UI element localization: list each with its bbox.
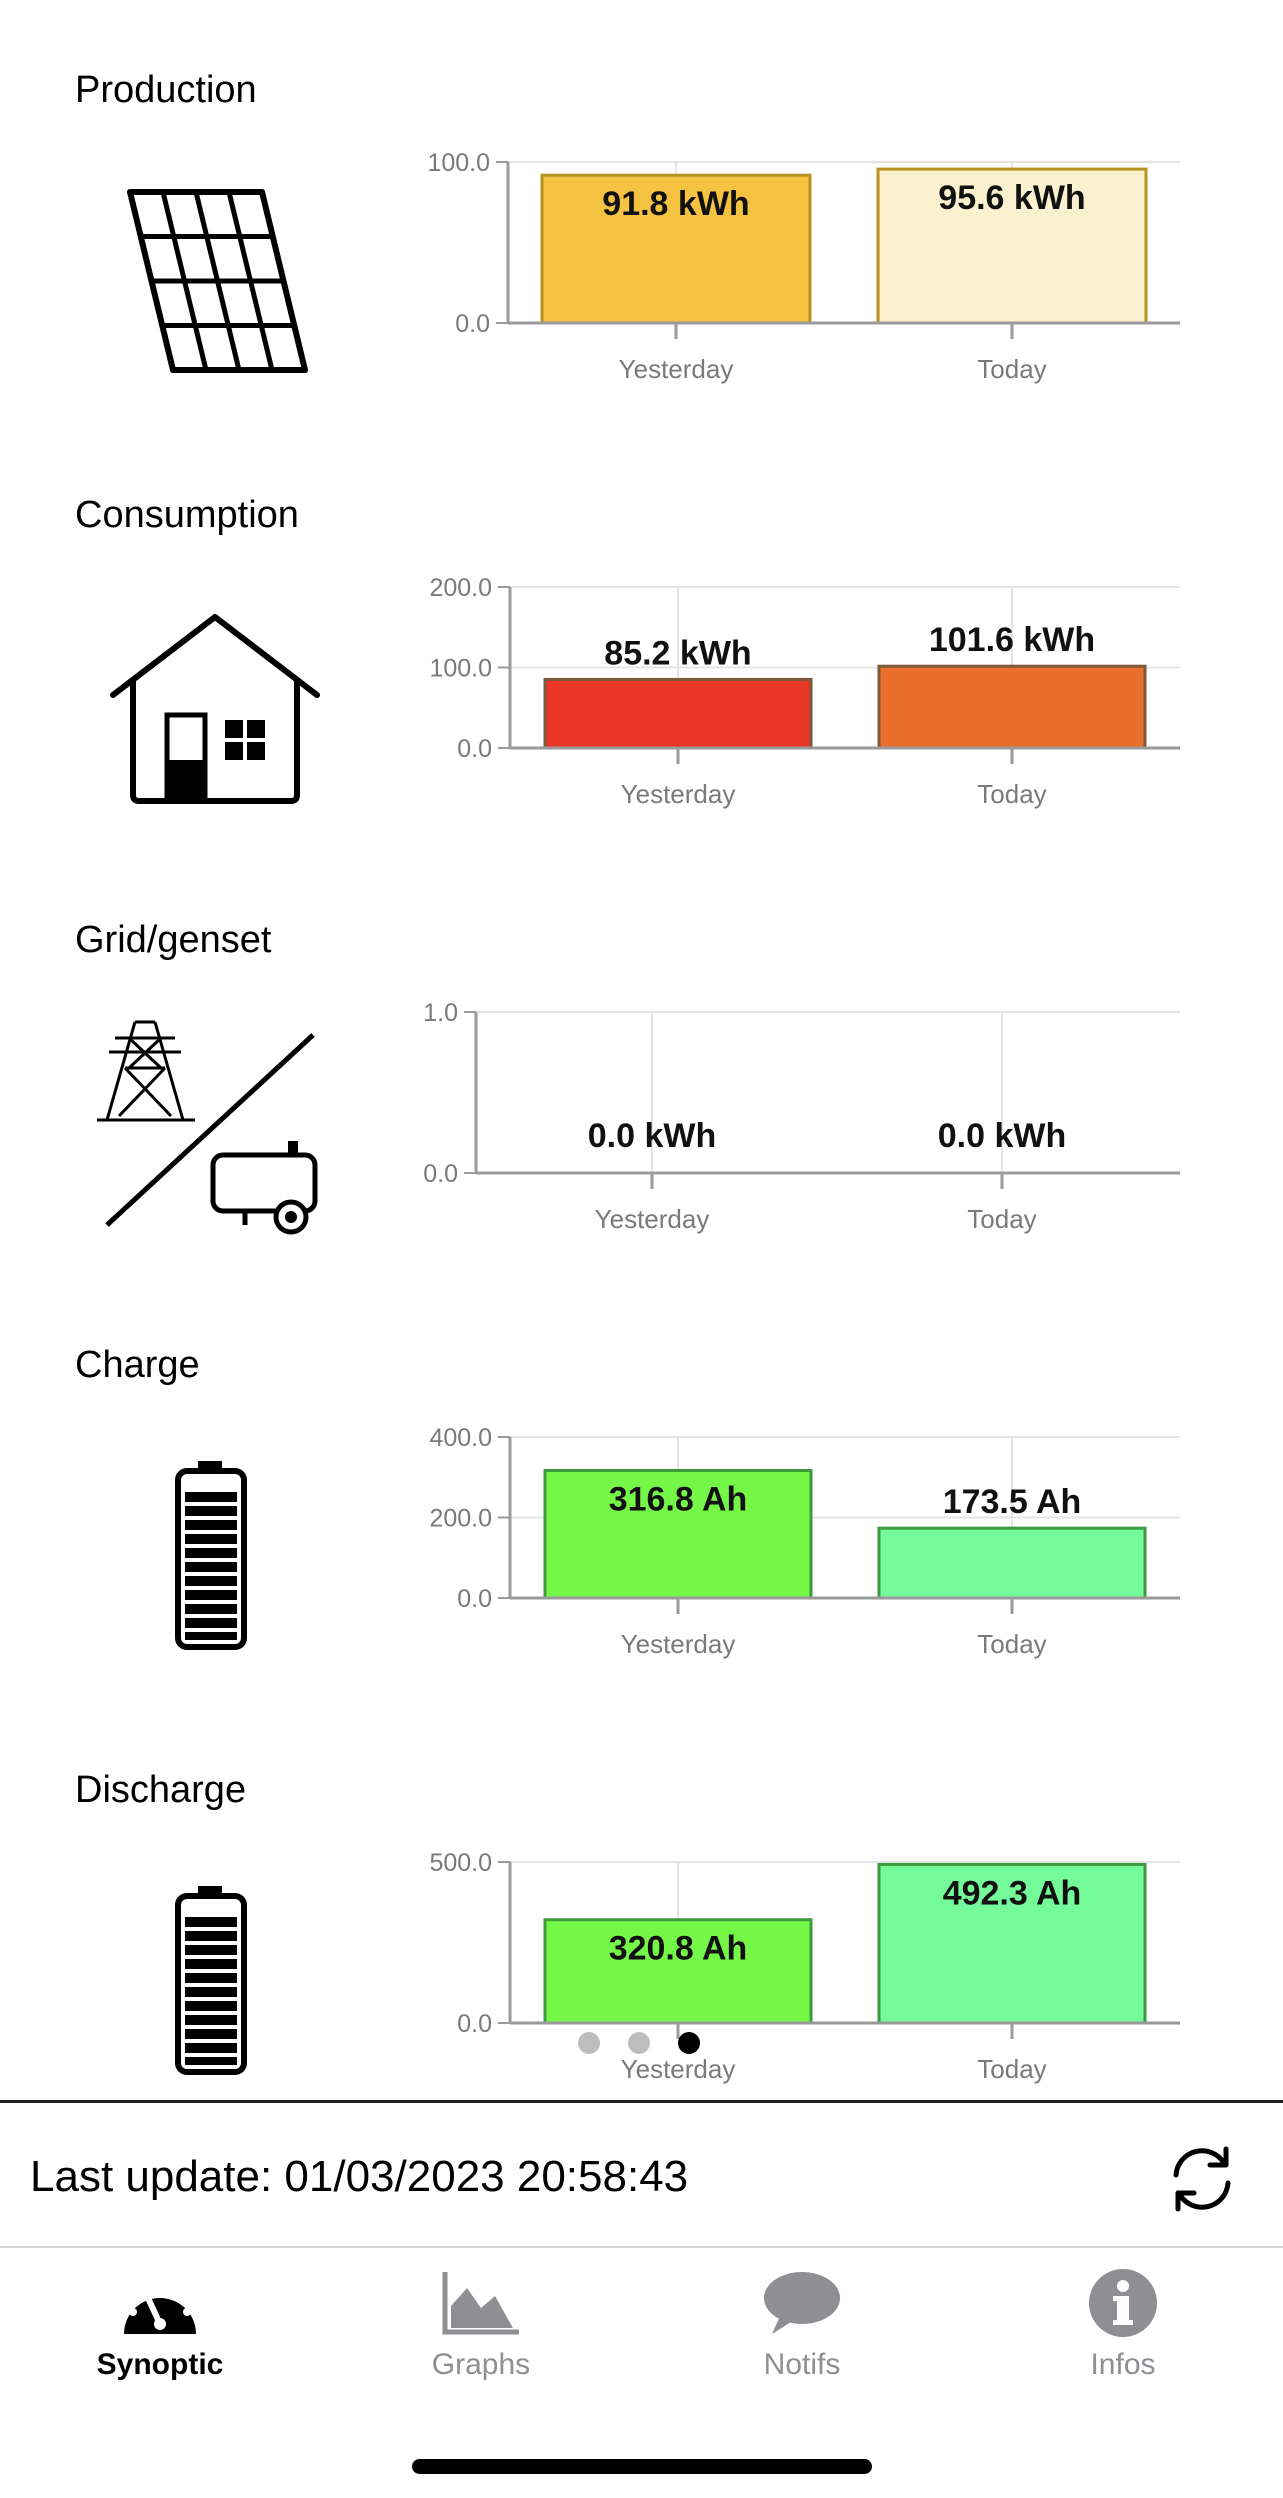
solar-panel-icon xyxy=(95,170,345,390)
tab-label: Infos xyxy=(1090,2348,1156,2381)
last-update-text: Last update: 01/03/2023 20:58:43 xyxy=(30,2152,689,2201)
x-tick-label: Yesterday xyxy=(621,779,736,809)
data-label: 316.8 Ah xyxy=(609,1480,748,1518)
y-tick-label: 500.0 xyxy=(429,1849,492,1877)
bar-chart-svg: 0.0 1.0 0.0 kWh Yesterday 0.0 kWh Today xyxy=(423,999,1180,1234)
discharge-chart: 0.0 500.0 320.8 Ah Yesterday 492.3 Ah Today xyxy=(380,1840,1200,2100)
x-tick-label: Today xyxy=(977,354,1046,384)
info-icon xyxy=(1089,2269,1157,2337)
tab-bar: Synoptic Graphs Notifs Infos xyxy=(0,2248,1283,2498)
tab-infos[interactable]: Infos xyxy=(1003,2268,1243,2418)
synoptic-scroll-area[interactable]: Production 0.0 100.0 91.8 kWh Yesterday 95.6… xyxy=(0,0,1283,2100)
page-indicator[interactable] xyxy=(578,2032,718,2062)
data-label: 0.0 kWh xyxy=(588,1117,716,1155)
tab-graphs[interactable]: Graphs xyxy=(361,2268,601,2418)
grid-genset-chart: 0.0 1.0 0.0 kWh Yesterday 0.0 kWh Today xyxy=(380,990,1200,1250)
section-charge: Charge 0.0 200.0 xyxy=(0,1275,1283,1700)
consumption-chart: 0.0 100.0 200.0 85.2 kWh Yesterday 101.6 kWh T… xyxy=(380,565,1200,825)
refresh-icon xyxy=(1173,2146,1231,2212)
x-tick-label: Yesterday xyxy=(621,2054,736,2084)
bar-today xyxy=(877,664,1147,750)
data-label: 492.3 Ah xyxy=(943,1874,1082,1912)
grid-genset-icon xyxy=(95,1020,345,1240)
data-label: 95.6 kWh xyxy=(938,179,1085,217)
y-tick-label: 0.0 xyxy=(423,1160,458,1188)
tab-label: Synoptic xyxy=(96,2348,224,2381)
production-chart: 0.0 100.0 91.8 kWh Yesterday 95.6 kWh Today xyxy=(380,140,1200,400)
y-tick-label: 200.0 xyxy=(429,574,492,602)
area-chart-icon xyxy=(442,2272,519,2335)
data-label: 101.6 kWh xyxy=(929,621,1095,659)
section-title: Production xyxy=(75,69,257,111)
section-title: Discharge xyxy=(75,1769,247,1811)
x-tick-label: Today xyxy=(977,2054,1046,2084)
bar-today xyxy=(877,1526,1147,1600)
y-tick-label: 0.0 xyxy=(457,1585,492,1613)
speech-bubble-icon xyxy=(764,2272,840,2334)
page-dot[interactable] xyxy=(578,2032,600,2054)
y-tick-label: 100.0 xyxy=(429,655,492,683)
x-tick-label: Today xyxy=(977,779,1046,809)
refresh-button[interactable] xyxy=(1164,2141,1240,2217)
bar-yesterday xyxy=(543,1468,813,1600)
tab-synoptic[interactable]: Synoptic xyxy=(40,2268,280,2418)
tab-label: Notifs xyxy=(763,2348,841,2381)
y-tick-label: 200.0 xyxy=(429,1505,492,1533)
y-tick-label: 0.0 xyxy=(457,2010,492,2038)
y-tick-label: 400.0 xyxy=(429,1424,492,1452)
y-tick-label: 0.0 xyxy=(457,735,492,763)
home-indicator xyxy=(412,2459,872,2474)
y-tick-label: 0.0 xyxy=(455,310,490,338)
house-icon xyxy=(95,595,345,815)
bar-chart-svg: 0.0 100.0 200.0 85.2 kWh Yesterday 101.6 kWh T… xyxy=(429,574,1180,809)
page-dot-active[interactable] xyxy=(678,2032,700,2054)
bar-yesterday xyxy=(543,677,813,750)
bar-chart-svg: 0.0 100.0 91.8 kWh Yesterday 95.6 kWh Today xyxy=(427,149,1180,384)
status-bar: Last update: 01/03/2023 20:58:43 xyxy=(0,2100,1283,2248)
bar-today xyxy=(877,1862,1147,2025)
x-tick-label: Yesterday xyxy=(621,1629,736,1659)
x-tick-label: Today xyxy=(967,1204,1036,1234)
x-tick-label: Yesterday xyxy=(595,1204,710,1234)
data-label: 91.8 kWh xyxy=(602,185,749,223)
gauge-icon xyxy=(124,2282,196,2334)
data-label: 0.0 kWh xyxy=(938,1117,1066,1155)
battery-icon xyxy=(95,1870,345,2090)
y-tick-label: 100.0 xyxy=(427,149,490,177)
tab-label: Graphs xyxy=(431,2348,531,2381)
charge-chart: 0.0 200.0 400.0 316.8 Ah Yesterday 173.5 Ah To… xyxy=(380,1415,1200,1675)
battery-icon xyxy=(95,1445,345,1665)
section-consumption: Consumption 0.0 100.0 200.0 85.2 kWh Yesterd… xyxy=(0,425,1283,850)
bar-chart-svg: 0.0 500.0 320.8 Ah Yesterday 492.3 Ah Today xyxy=(429,1849,1180,2084)
bar-yesterday xyxy=(540,173,812,325)
x-tick-label: Today xyxy=(977,1629,1046,1659)
section-title: Grid/genset xyxy=(75,919,272,961)
data-label: 173.5 Ah xyxy=(943,1483,1082,1521)
bar-chart-svg: 0.0 200.0 400.0 316.8 Ah Yesterday 173.5 Ah To… xyxy=(429,1424,1180,1659)
section-production: Production 0.0 100.0 91.8 kWh Yesterday 95.6… xyxy=(0,0,1283,425)
section-grid-genset: Grid/genset xyxy=(0,850,1283,1275)
section-title: Charge xyxy=(75,1344,200,1386)
section-title: Consumption xyxy=(75,494,299,536)
section-discharge: Discharge 0.0 50 xyxy=(0,1700,1283,2100)
page-dot[interactable] xyxy=(628,2032,650,2054)
data-label: 320.8 Ah xyxy=(609,1930,748,1968)
tab-notifs[interactable]: Notifs xyxy=(682,2268,922,2418)
data-label: 85.2 kWh xyxy=(604,634,751,672)
x-tick-label: Yesterday xyxy=(619,354,734,384)
y-tick-label: 1.0 xyxy=(423,999,458,1027)
